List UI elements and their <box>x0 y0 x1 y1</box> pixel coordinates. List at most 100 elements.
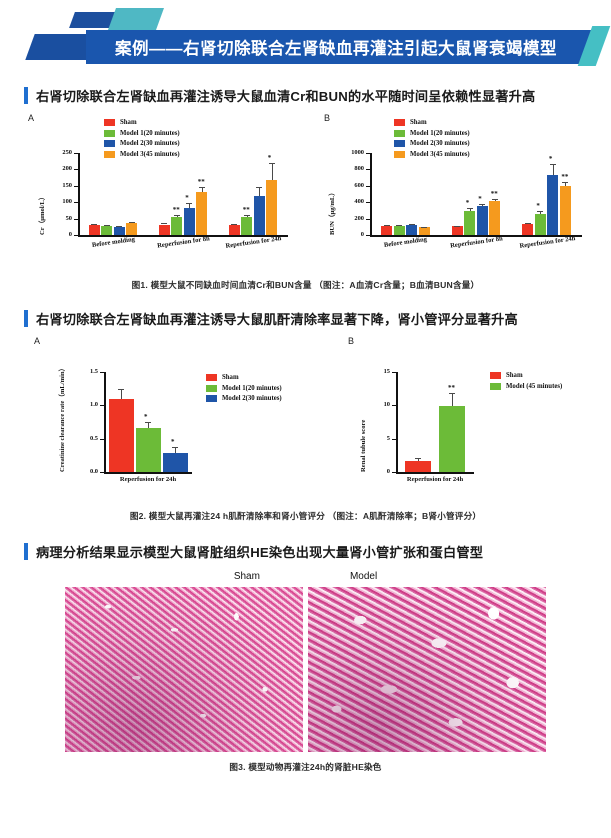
bar <box>253 195 265 235</box>
legend-label: Model 2(30 minutes) <box>120 140 180 147</box>
y-axis-label: Renal tubule score <box>360 419 367 472</box>
y-axis <box>396 372 398 472</box>
y-tick-label: 0.5 <box>90 435 98 442</box>
bar <box>476 205 488 235</box>
legend-item: Model 1(20 minutes) <box>394 129 470 137</box>
bar <box>418 227 430 235</box>
significance-marker: * <box>536 202 540 211</box>
y-tick-label: 250 <box>62 149 72 156</box>
figure-1-panel-a: A 0 50 100 150 200 250 Cr（μmol/L） Before molding… <box>26 111 306 279</box>
error-bar-cap <box>268 163 275 165</box>
error-bar-cap <box>549 164 556 166</box>
y-tick <box>366 169 370 170</box>
legend-swatch <box>394 119 405 126</box>
chart-legend: Sham Model 1(20 minutes) Model 2(30 minute… <box>104 119 180 161</box>
legend-item: Sham <box>490 372 562 379</box>
chart-fig2a: A 0.0 0.5 1.0 1.5 Creatinine clearance rate（m… <box>26 334 326 506</box>
bar <box>196 192 208 235</box>
significance-marker: * <box>267 154 272 163</box>
y-tick <box>100 405 104 406</box>
bar <box>241 217 253 235</box>
y-tick-label: 1.0 <box>90 401 98 408</box>
y-tick <box>100 472 104 473</box>
x-group-label: Reperfusion for 24h <box>406 476 464 483</box>
error-bar-cap <box>118 389 124 391</box>
section-marker-icon <box>24 87 28 104</box>
y-tick <box>74 169 78 170</box>
legend-label: Sham <box>120 119 137 126</box>
page-title: 案例——右肾切除联合左肾缺血再灌注引起大鼠肾衰竭模型 <box>115 40 557 58</box>
figure-2-caption: 图2. 模型大鼠再灌注24 h肌酐清除率和肾小管评分 （图注：A肌酐清除率；B肾… <box>129 511 482 521</box>
significance-marker: * <box>478 194 482 203</box>
legend-swatch <box>206 384 217 392</box>
figure-1-panel-b: B 0 200 400 600 800 1000 BUN（μg/mL） Before moldi… <box>310 111 600 279</box>
legend-label: Model 3(45 minutes) <box>120 150 180 158</box>
histology-label-model: Model <box>349 571 378 582</box>
y-tick <box>366 235 370 236</box>
y-tick <box>74 235 78 236</box>
y-tick <box>392 405 396 406</box>
banner-decor-teal <box>107 8 165 30</box>
y-tick-label: 200 <box>354 215 364 222</box>
significance-marker: * <box>144 413 148 421</box>
significance-marker: ** <box>448 384 455 393</box>
bar <box>135 428 161 472</box>
y-tick <box>74 202 78 203</box>
error-bar-cap <box>172 446 178 448</box>
legend-item: Model 3(45 minutes) <box>394 150 470 158</box>
bar <box>113 227 125 235</box>
error-bar-cap <box>454 225 461 227</box>
figure-1: A 0 50 100 150 200 250 Cr（μmol/L） Before molding… <box>0 111 611 279</box>
y-tick-label: 100 <box>62 198 72 205</box>
histology-images <box>0 587 611 752</box>
legend-swatch <box>394 140 405 147</box>
section-marker-icon <box>24 310 28 327</box>
significance-marker: * <box>548 155 553 164</box>
y-tick-label: 200 <box>62 165 72 172</box>
error-bar-cap <box>256 187 263 189</box>
significance-marker: * <box>185 193 189 202</box>
bar <box>489 201 501 235</box>
legend-item: Sham <box>206 374 282 381</box>
significance-marker: ** <box>197 178 205 187</box>
y-tick-label: 10 <box>383 401 390 408</box>
error-bar <box>494 198 496 202</box>
bar <box>439 406 465 472</box>
chart-legend: Sham Model 1(20 minutes) Model 2(30 minute… <box>394 119 470 161</box>
title-banner: 案例——右肾切除联合左肾缺血再灌注引起大鼠肾衰竭模型 <box>0 0 611 80</box>
bar <box>183 207 195 235</box>
y-axis-label: BUN（μg/mL） <box>329 189 336 235</box>
bar <box>393 225 405 235</box>
legend-label: Sham <box>410 119 427 126</box>
section-heading-2: 右肾切除联合左肾缺血再灌注诱导大鼠肌酐清除率显著下降，肾小管评分显著升高 <box>0 309 611 328</box>
legend-item: Model 2(30 minutes) <box>104 140 180 147</box>
legend-item: Sham <box>104 119 180 126</box>
legend-label: Model 2(30 minutes) <box>222 395 282 402</box>
significance-marker: * <box>171 437 175 446</box>
y-tick-label: 800 <box>354 165 364 172</box>
bar <box>108 399 134 472</box>
chart-fig1a: A 0 50 100 150 200 250 Cr（μmol/L） Before molding… <box>26 111 306 279</box>
x-axis <box>78 235 288 237</box>
error-bar-cap <box>91 223 98 225</box>
error-bar <box>121 389 122 400</box>
error-bar-cap <box>491 198 498 200</box>
error-bar-cap <box>103 224 110 226</box>
legend-label: Model 2(30 minutes) <box>410 140 470 147</box>
x-group-label: Reperfusion for 24h <box>119 476 177 483</box>
x-group-label: Before molding <box>383 235 428 249</box>
error-bar-cap <box>537 211 544 213</box>
y-tick <box>366 202 370 203</box>
legend-label: Model (45 minutes) <box>506 382 563 390</box>
legend-swatch <box>104 140 115 147</box>
error-bar-cap <box>466 208 473 210</box>
legend-label: Sham <box>222 374 239 381</box>
legend-item: Model 3(45 minutes) <box>104 150 180 158</box>
histology-vignette <box>308 587 546 752</box>
y-tick-label: 150 <box>62 182 72 189</box>
bar <box>101 226 113 235</box>
x-group-label: Reperfusion for 24h <box>518 235 576 250</box>
error-bar <box>175 446 176 454</box>
error-bar <box>271 163 273 180</box>
